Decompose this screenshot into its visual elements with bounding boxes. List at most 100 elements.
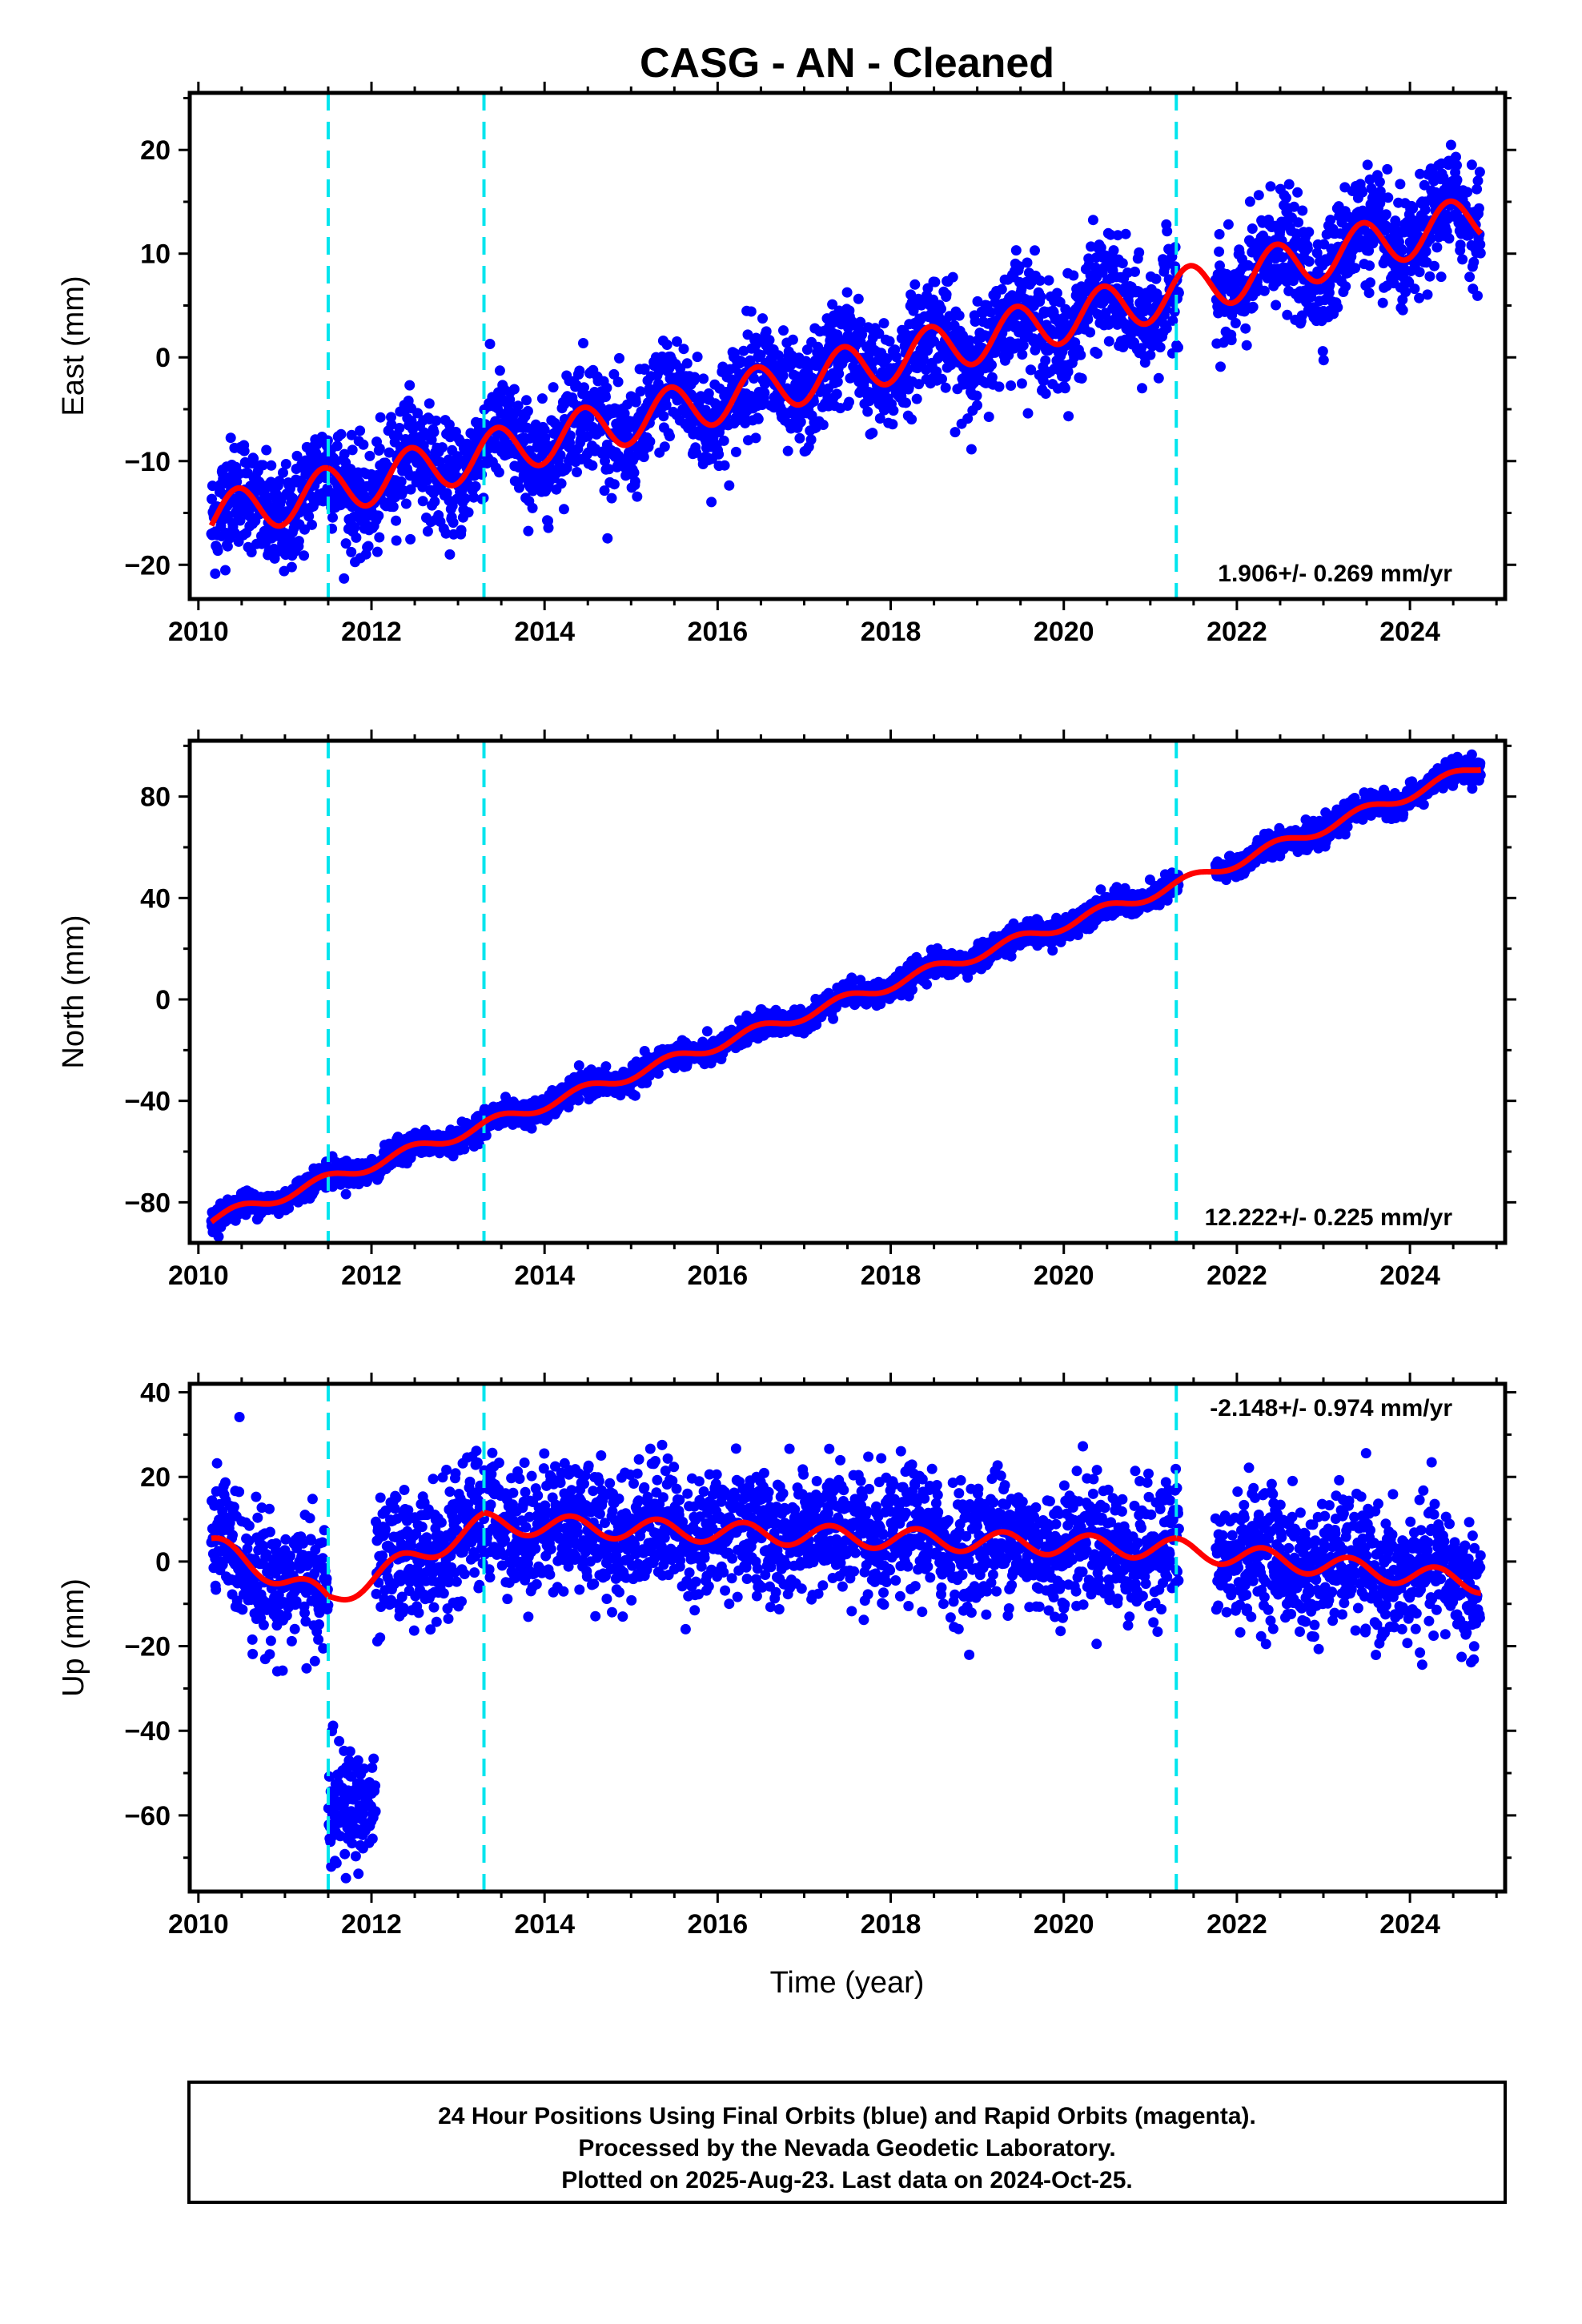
east-point [448, 529, 460, 540]
east-point [375, 412, 386, 423]
east-point [1262, 258, 1273, 268]
east-point [635, 386, 646, 397]
east-point [1443, 233, 1455, 244]
east-point [692, 352, 703, 363]
east-point [558, 504, 569, 515]
east-point [1253, 190, 1264, 201]
east-point [996, 283, 1007, 295]
east-point [873, 328, 885, 339]
east-point [659, 441, 670, 452]
east-point [619, 408, 630, 419]
east-point [1161, 323, 1172, 334]
east-point [1390, 215, 1401, 227]
east-point [1035, 292, 1046, 303]
east-point [844, 396, 854, 408]
east-point [753, 413, 764, 424]
east-point [1283, 179, 1295, 190]
east-y-axis-label: East (mm) [57, 275, 90, 416]
east-point [730, 446, 741, 457]
east-point [1462, 187, 1473, 198]
east-y-tick-label: −10 [124, 447, 171, 477]
east-point [512, 400, 524, 412]
east-point [1464, 271, 1476, 283]
east-point [832, 376, 843, 388]
east-point [431, 415, 442, 426]
east-point [514, 482, 524, 493]
east-point [210, 568, 221, 579]
east-point [523, 525, 534, 537]
east-point [881, 353, 893, 364]
east-point [628, 467, 640, 478]
east-point [266, 460, 277, 471]
east-points [206, 139, 1486, 584]
east-point [1214, 229, 1225, 239]
north-panel: 2010 2012 2014 2016 2018 2020 2022 2024−80−4004… [57, 730, 1516, 1291]
east-point [421, 475, 432, 486]
east-point [937, 373, 947, 384]
east-point [239, 445, 250, 456]
east-point [1311, 247, 1323, 259]
east-point [1247, 301, 1259, 312]
east-point [917, 353, 929, 364]
east-point [1277, 251, 1288, 263]
east-point [428, 427, 440, 438]
north-point [526, 1123, 537, 1134]
east-point [1377, 297, 1388, 308]
east-point [1030, 245, 1040, 256]
east-point [1325, 215, 1336, 226]
north-point [473, 1139, 484, 1150]
east-point [1422, 289, 1433, 300]
east-point [1082, 314, 1094, 325]
east-point [1038, 376, 1049, 387]
east-point [1397, 304, 1408, 316]
east-point [1431, 242, 1443, 253]
east-panel: 2010 2012 2014 2016 2018 2020 2022 2024−20−1001… [57, 82, 1516, 647]
east-point [1169, 306, 1180, 317]
east-point [874, 413, 885, 424]
east-x-tick-label: 2024 [1379, 617, 1440, 647]
east-point [689, 372, 701, 383]
east-point [1068, 270, 1079, 281]
east-point [855, 316, 866, 328]
east-point [601, 382, 612, 393]
east-point [448, 517, 459, 529]
east-point [1452, 159, 1462, 171]
east-point [1092, 348, 1103, 359]
east-point [1282, 309, 1293, 320]
east-point [1226, 335, 1237, 346]
east-point [212, 545, 223, 557]
east-point [539, 424, 550, 436]
east-point [1293, 217, 1304, 228]
east-point [750, 432, 761, 444]
east-point [1154, 342, 1166, 353]
east-point [1369, 234, 1380, 245]
east-point [579, 382, 589, 393]
east-point [346, 429, 357, 440]
east-point [248, 453, 259, 464]
east-point [1332, 302, 1343, 313]
east-x-tick-label: 2014 [514, 617, 575, 647]
east-point [1018, 340, 1029, 351]
east-point [1215, 361, 1226, 372]
east-point [1424, 234, 1435, 245]
east-point [1383, 192, 1394, 203]
east-point [484, 339, 496, 349]
east-point [757, 313, 768, 324]
east-point [1414, 292, 1425, 304]
east-point [412, 408, 424, 419]
east-point [954, 310, 965, 321]
east-point [612, 376, 624, 388]
east-point [941, 289, 952, 300]
east-point [460, 493, 471, 504]
east-point [1162, 226, 1173, 237]
east-point [764, 335, 775, 346]
east-point [1240, 323, 1251, 334]
east-point [1145, 349, 1156, 360]
east-point [335, 428, 347, 440]
east-point [1016, 378, 1027, 389]
east-y-tick-label: −20 [124, 550, 171, 581]
east-point [564, 430, 576, 441]
east-point [391, 515, 402, 526]
east-point [1340, 281, 1351, 292]
east-point [373, 510, 384, 521]
